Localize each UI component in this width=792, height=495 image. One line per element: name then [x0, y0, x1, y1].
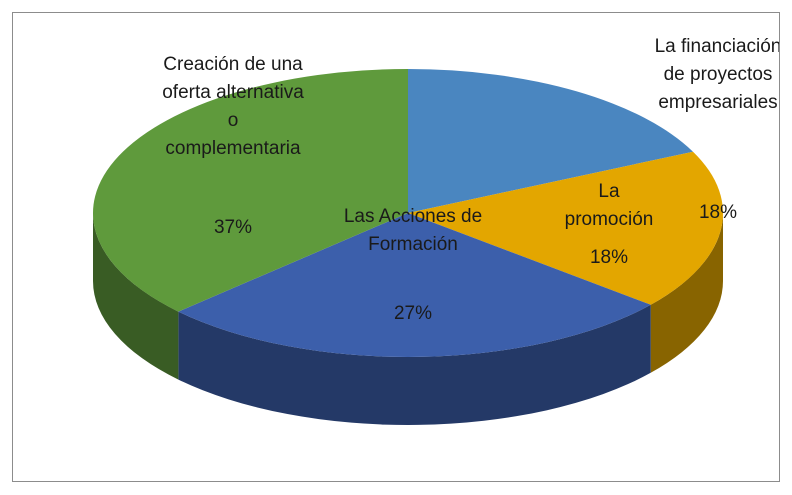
slice-label: La financiación de proyectos empresarial… — [654, 36, 780, 113]
slice — [408, 151, 724, 305]
chart — [92, 68, 724, 425]
slice-value-label: 37% — [213, 217, 253, 238]
slice — [178, 213, 651, 357]
slice-value-label: 18% — [698, 202, 738, 223]
slice — [92, 68, 408, 312]
slice-side — [178, 304, 651, 425]
slice-label: La promoción — [564, 181, 654, 230]
slice-side — [650, 213, 723, 373]
slice-value-label: 18% — [589, 247, 629, 268]
slice-label: Las Acciones de Formación — [343, 206, 483, 255]
chart-frame: La financiación de proyectos empresarial… — [12, 12, 780, 482]
slice — [408, 69, 694, 213]
slice-label: Creación de una oferta alternativa o com… — [162, 54, 304, 159]
slice-value-label: 27% — [393, 303, 433, 324]
slice-side — [92, 213, 179, 380]
